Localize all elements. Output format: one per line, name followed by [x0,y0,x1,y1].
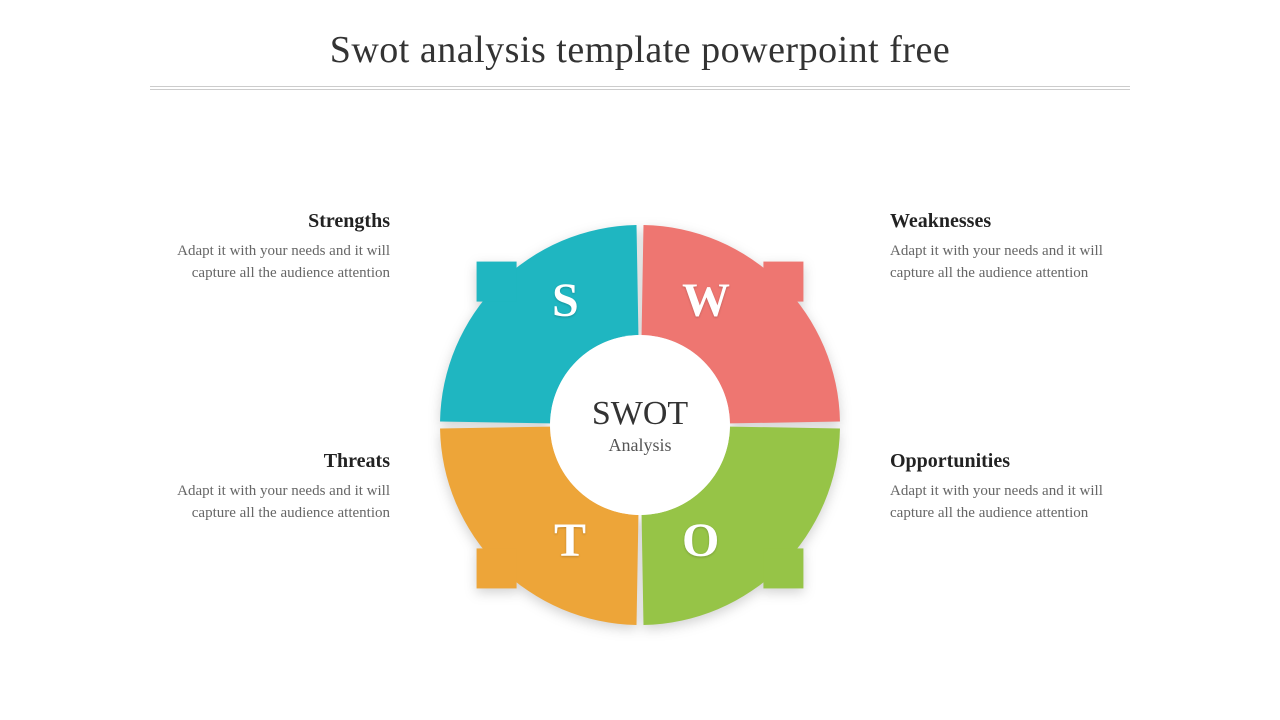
center-circle: SWOT Analysis [550,335,730,515]
swot-donut: SWOT Analysis S W T O [440,225,840,625]
letter-s: S [552,273,579,328]
tab-o [763,548,803,588]
heading-strengths: Strengths [130,210,390,233]
letter-o: O [682,513,719,568]
tab-w [763,262,803,302]
tab-s [477,262,517,302]
body-strengths: Adapt it with your needs and it will cap… [130,241,390,285]
center-subtitle: Analysis [609,435,672,456]
title-divider [150,86,1130,90]
text-threats: Threats Adapt it with your needs and it … [130,450,390,525]
tab-t [477,548,517,588]
letter-t: T [554,513,586,568]
heading-threats: Threats [130,450,390,473]
center-title: SWOT [592,395,688,433]
body-threats: Adapt it with your needs and it will cap… [130,481,390,525]
text-weaknesses: Weaknesses Adapt it with your needs and … [890,210,1150,285]
body-weaknesses: Adapt it with your needs and it will cap… [890,241,1150,285]
slide-title: Swot analysis template powerpoint free [0,0,1280,72]
text-opportunities: Opportunities Adapt it with your needs a… [890,450,1150,525]
heading-opportunities: Opportunities [890,450,1150,473]
body-opportunities: Adapt it with your needs and it will cap… [890,481,1150,525]
text-strengths: Strengths Adapt it with your needs and i… [130,210,390,285]
diagram-stage: SWOT Analysis S W T O Strengths Adapt it… [0,130,1280,720]
heading-weaknesses: Weaknesses [890,210,1150,233]
letter-w: W [682,273,730,328]
